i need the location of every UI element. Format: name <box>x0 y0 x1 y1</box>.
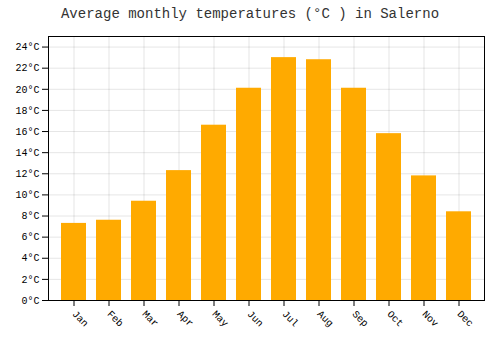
svg-text:4°C: 4°C <box>21 253 39 264</box>
svg-text:Jul: Jul <box>280 309 301 330</box>
svg-text:Jan: Jan <box>70 309 91 330</box>
svg-text:14°C: 14°C <box>15 148 39 159</box>
svg-text:16°C: 16°C <box>15 127 39 138</box>
svg-text:18°C: 18°C <box>15 106 39 117</box>
svg-text:Jun: Jun <box>245 309 266 330</box>
svg-text:10°C: 10°C <box>15 190 39 201</box>
svg-text:20°C: 20°C <box>15 85 39 96</box>
svg-text:8°C: 8°C <box>21 211 39 222</box>
svg-text:6°C: 6°C <box>21 232 39 243</box>
svg-text:May: May <box>210 309 231 330</box>
svg-text:Dec: Dec <box>455 309 476 330</box>
svg-text:Aug: Aug <box>315 309 336 330</box>
svg-text:Oct: Oct <box>385 309 406 330</box>
svg-text:0°C: 0°C <box>21 296 39 307</box>
svg-text:22°C: 22°C <box>15 63 39 74</box>
svg-text:Mar: Mar <box>140 309 161 330</box>
svg-text:Feb: Feb <box>105 309 126 330</box>
svg-text:Apr: Apr <box>175 309 196 330</box>
svg-text:24°C: 24°C <box>15 42 39 53</box>
svg-text:Sep: Sep <box>350 309 371 330</box>
html-text:Average monthly temperatures (: Average monthly temperatures (°C ) in Sa… <box>61 6 439 22</box>
svg-text:Nov: Nov <box>420 309 441 330</box>
svg-text:12°C: 12°C <box>15 169 39 180</box>
svg-text:2°C: 2°C <box>21 275 39 286</box>
